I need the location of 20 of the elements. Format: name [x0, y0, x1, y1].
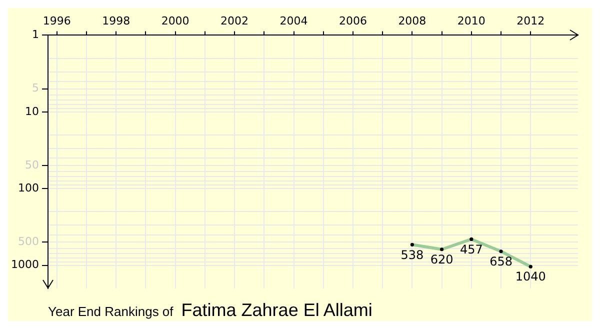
y-tick-label: 100 [18, 181, 39, 194]
data-label: 620 [430, 252, 454, 267]
x-tick-label: 2006 [338, 14, 367, 28]
x-tick-label: 2012 [516, 14, 545, 28]
data-label: 538 [400, 248, 424, 262]
data-label: 658 [490, 254, 512, 268]
x-tick-label: 2000 [161, 14, 190, 28]
text: Fatima Zahrae El Allami [181, 300, 372, 320]
x-tick-label: 2008 [398, 14, 426, 28]
x-tick-label: 2010 [457, 14, 486, 28]
y-tick-label: 1000 [10, 258, 39, 272]
y-tick-label: 10 [24, 104, 39, 118]
x-tick-label: 1996 [42, 14, 71, 28]
text: Year End Rankings of [48, 304, 174, 319]
data-label: 1040 [515, 270, 546, 284]
x-tick-label: 1998 [102, 14, 130, 28]
x-tick-label: 2002 [220, 14, 249, 28]
x-tick-label: 2004 [280, 14, 308, 28]
data-label: 457 [460, 242, 483, 256]
y-tick-label: 1 [32, 28, 39, 42]
